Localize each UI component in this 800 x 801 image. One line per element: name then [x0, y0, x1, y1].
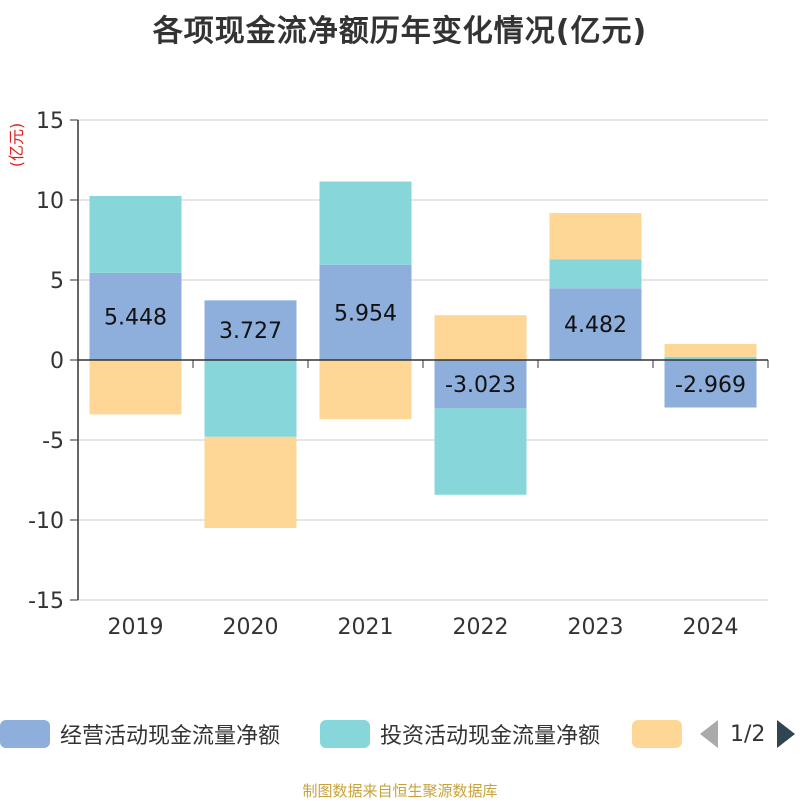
bar-investing-2020 [204, 360, 297, 437]
y-tick-label: -15 [28, 589, 64, 614]
bar-third-2023 [549, 213, 642, 260]
bar-investing-2024 [664, 356, 757, 360]
chart-title: 各项现金流净额历年变化情况(亿元) [152, 14, 648, 49]
bar-third-2019 [89, 360, 182, 415]
data-label: -2.969 [675, 373, 746, 398]
x-tick-label: 2024 [683, 615, 739, 640]
data-label: 5.448 [104, 305, 167, 330]
bar-investing-2023 [549, 259, 642, 289]
bar-operating-2021 [319, 264, 412, 360]
legend-swatch-operating [0, 720, 50, 748]
x-tick-label: 2020 [223, 615, 279, 640]
legend-pager: 1/2 [700, 716, 796, 752]
legend: 经营活动现金流量净额 投资活动现金流量净额 [0, 716, 800, 752]
bar-third-2021 [319, 360, 412, 420]
legend-label-investing: 投资活动现金流量净额 [380, 724, 601, 749]
bar-investing-2021 [319, 181, 412, 265]
bar-operating-2024 [664, 360, 757, 408]
bar-operating-2023 [549, 288, 642, 360]
pager-next-icon[interactable] [777, 720, 796, 748]
bar-operating-2022 [434, 360, 527, 409]
bar-operating-2019 [89, 272, 182, 360]
legend-item-third[interactable] [632, 716, 692, 752]
legend-item-operating[interactable]: 经营活动现金流量净额 [0, 716, 280, 752]
data-label: 5.954 [334, 301, 397, 326]
y-axis-unit-label: (亿元) [7, 123, 26, 168]
bar-investing-2022 [434, 408, 527, 495]
x-tick-label: 2023 [568, 615, 624, 640]
y-tick-label: 5 [50, 269, 64, 294]
x-tick-label: 2019 [108, 615, 164, 640]
x-tick-label: 2022 [453, 615, 509, 640]
x-tick-label: 2021 [338, 615, 394, 640]
y-tick-label: -10 [28, 509, 64, 534]
y-tick-label: 0 [50, 349, 64, 374]
bar-third-2020 [204, 436, 297, 528]
footer-source: 制图数据来自恒生聚源数据库 [302, 782, 498, 800]
legend-label-operating: 经营活动现金流量净额 [60, 724, 281, 749]
bar-investing-2019 [89, 196, 182, 273]
legend-item-investing[interactable]: 投资活动现金流量净额 [320, 716, 600, 752]
data-label: 3.727 [219, 319, 282, 344]
bar-third-2024 [664, 344, 757, 357]
pager-prev-icon[interactable] [700, 720, 718, 748]
data-label: -3.023 [445, 373, 516, 398]
y-tick-label: 10 [36, 189, 64, 214]
bar-third-2022 [434, 315, 527, 360]
legend-swatch-third [632, 720, 682, 748]
bar-operating-2020 [204, 300, 297, 360]
y-tick-label: 15 [36, 109, 64, 134]
pager-text: 1/2 [730, 721, 766, 747]
data-label: 4.482 [564, 313, 627, 338]
y-tick-label: -5 [42, 429, 64, 454]
legend-swatch-investing [320, 720, 370, 748]
